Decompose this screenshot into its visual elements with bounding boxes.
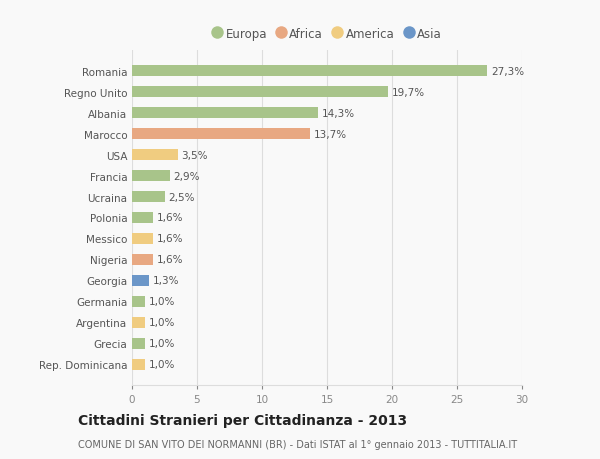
Text: 1,6%: 1,6% bbox=[157, 234, 183, 244]
Bar bbox=[132, 212, 153, 224]
Bar bbox=[132, 233, 153, 245]
Legend: Europa, Africa, America, Asia: Europa, Africa, America, Asia bbox=[208, 23, 446, 45]
Text: 1,0%: 1,0% bbox=[149, 318, 175, 328]
Text: 2,9%: 2,9% bbox=[173, 171, 200, 181]
Bar bbox=[132, 296, 145, 308]
Text: 19,7%: 19,7% bbox=[392, 87, 425, 97]
Bar bbox=[132, 150, 178, 161]
Text: 1,6%: 1,6% bbox=[157, 213, 183, 223]
Bar bbox=[132, 254, 153, 266]
Text: 13,7%: 13,7% bbox=[314, 129, 347, 139]
Bar bbox=[132, 170, 170, 182]
Bar bbox=[132, 359, 145, 370]
Text: COMUNE DI SAN VITO DEI NORMANNI (BR) - Dati ISTAT al 1° gennaio 2013 - TUTTITALI: COMUNE DI SAN VITO DEI NORMANNI (BR) - D… bbox=[78, 440, 517, 449]
Text: 1,0%: 1,0% bbox=[149, 297, 175, 307]
Bar bbox=[132, 317, 145, 329]
Text: 1,6%: 1,6% bbox=[157, 255, 183, 265]
Text: 1,0%: 1,0% bbox=[149, 339, 175, 349]
Bar bbox=[132, 129, 310, 140]
Text: Cittadini Stranieri per Cittadinanza - 2013: Cittadini Stranieri per Cittadinanza - 2… bbox=[78, 414, 407, 428]
Bar bbox=[132, 275, 149, 286]
Bar bbox=[132, 66, 487, 77]
Bar bbox=[132, 107, 318, 119]
Text: 27,3%: 27,3% bbox=[491, 67, 524, 77]
Bar bbox=[132, 191, 164, 203]
Bar bbox=[132, 338, 145, 349]
Text: 3,5%: 3,5% bbox=[181, 150, 208, 160]
Text: 2,5%: 2,5% bbox=[169, 192, 195, 202]
Text: 1,0%: 1,0% bbox=[149, 359, 175, 369]
Bar bbox=[132, 87, 388, 98]
Text: 14,3%: 14,3% bbox=[322, 108, 355, 118]
Text: 1,3%: 1,3% bbox=[153, 276, 179, 286]
